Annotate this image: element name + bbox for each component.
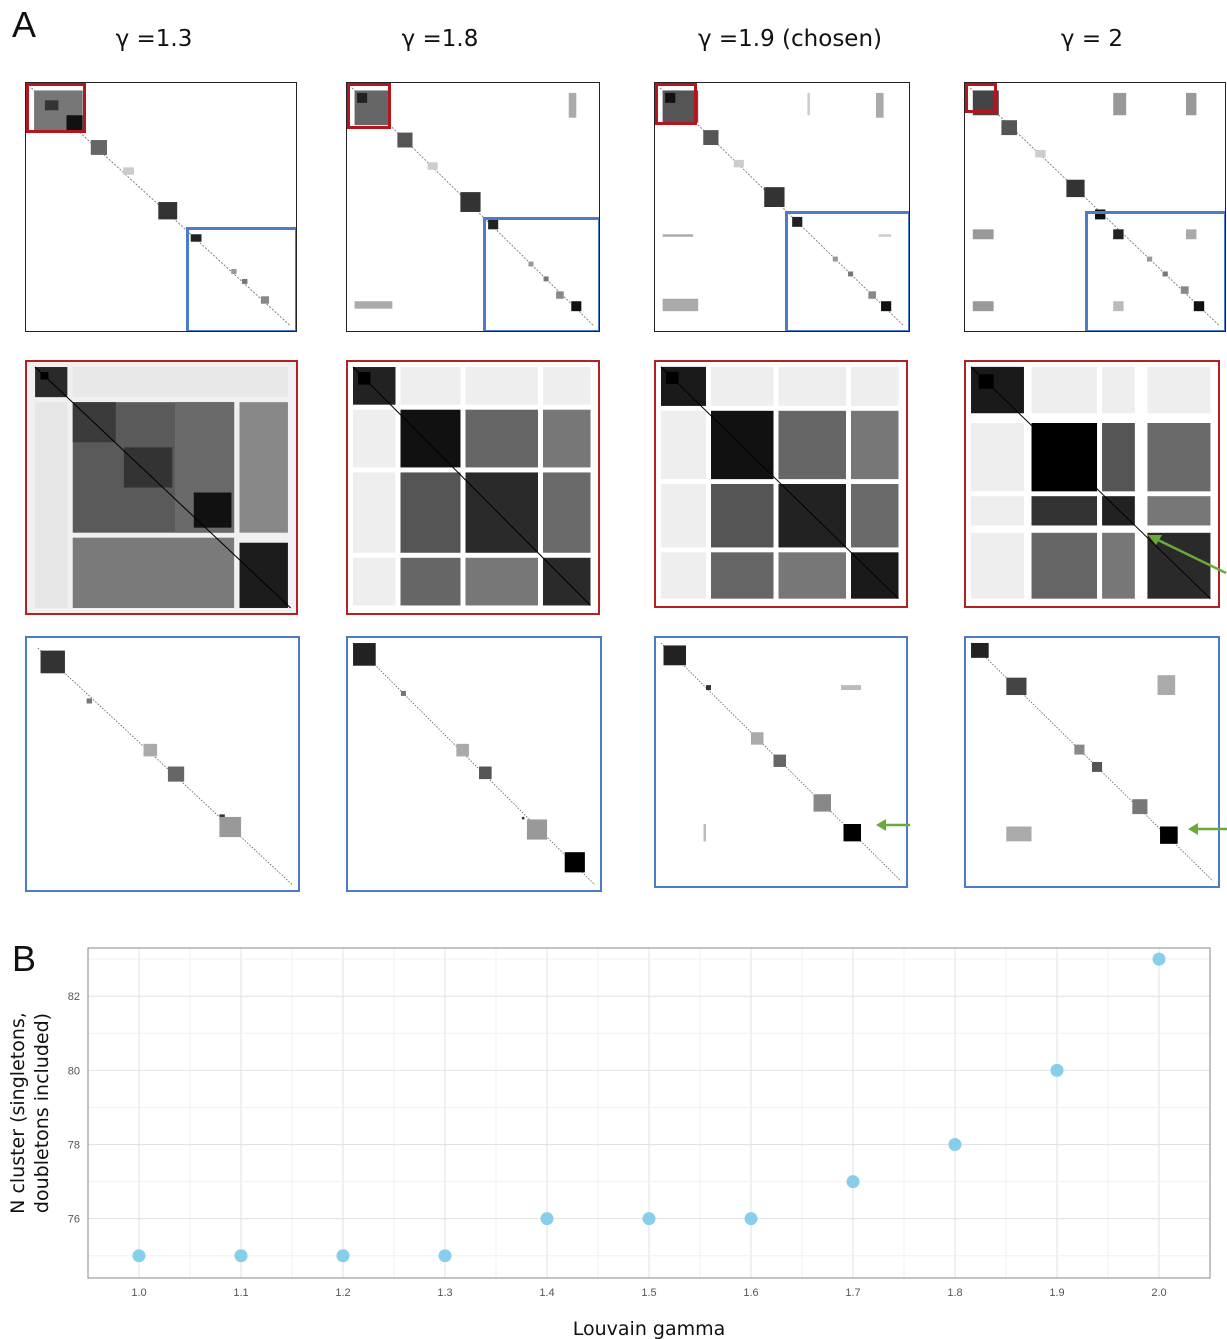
red-zoom-region	[965, 83, 997, 113]
x-tick-label: 1.7	[845, 1287, 860, 1299]
heatmap-image	[348, 638, 600, 890]
red-zoom-matrix-gamma-1-9	[654, 360, 908, 608]
data-point	[847, 1175, 860, 1188]
red-zoom-matrix-gamma-1-3	[25, 360, 298, 615]
green-arrow-icon	[1140, 525, 1227, 585]
blue-zoom-matrix-gamma-1-3	[25, 636, 300, 892]
column-title-gamma-1-3: γ =1.3	[4, 26, 304, 52]
x-tick-labels: 1.0 1.1 1.2 1.3 1.4 1.5 1.6 1.7 1.8 1.9 2.0	[131, 1287, 1166, 1299]
blue-zoom-region	[785, 211, 910, 332]
red-zoom-matrix-gamma-1-8	[346, 360, 600, 615]
red-zoom-region	[347, 83, 391, 129]
data-point	[643, 1212, 656, 1225]
data-point	[541, 1212, 554, 1225]
data-point	[439, 1249, 452, 1262]
overview-matrix-gamma-1-3	[25, 82, 297, 332]
heatmap-image	[656, 638, 906, 886]
x-tick-label: 1.3	[437, 1287, 452, 1299]
blue-zoom-region	[186, 227, 297, 332]
y-axis-title-line-1: N cluster (singletons,	[7, 1012, 29, 1214]
blue-zoom-matrix-gamma-1-9	[654, 636, 908, 888]
data-point	[235, 1249, 248, 1262]
x-tick-label: 1.8	[947, 1287, 962, 1299]
blue-zoom-region	[483, 217, 600, 332]
x-tick-label: 2.0	[1151, 1287, 1166, 1299]
y-tick-label: 82	[68, 991, 80, 1003]
blue-zoom-region	[1085, 211, 1226, 332]
heatmap-image	[966, 638, 1218, 886]
red-zoom-region	[655, 83, 697, 125]
scatter-plot: 1.0 1.1 1.2 1.3 1.4 1.5 1.6 1.7 1.8 1.9 2.0 76 78 80…	[0, 930, 1227, 1339]
heatmap-image	[27, 362, 296, 613]
heatmap-image	[656, 362, 906, 606]
red-zoom-region	[26, 83, 86, 133]
data-point	[949, 1138, 962, 1151]
grid	[88, 948, 1210, 1278]
data-point	[133, 1249, 146, 1262]
x-tick-label: 1.0	[131, 1287, 146, 1299]
column-title-gamma-2: γ = 2	[942, 26, 1227, 52]
y-tick-label: 78	[68, 1140, 80, 1152]
green-arrow-icon	[1186, 819, 1227, 839]
x-tick-label: 1.2	[335, 1287, 350, 1299]
heatmap-image	[27, 638, 298, 890]
data-point	[1153, 953, 1166, 966]
overview-matrix-gamma-1-8	[346, 82, 600, 332]
y-axis-title-line-2: doubletons included)	[31, 1013, 53, 1213]
green-arrow-icon	[874, 815, 910, 835]
data-point	[1051, 1064, 1064, 1077]
data-point	[745, 1212, 758, 1225]
blue-zoom-matrix-gamma-1-8	[346, 636, 602, 892]
x-tick-label: 1.4	[539, 1287, 554, 1299]
x-tick-label: 1.1	[233, 1287, 248, 1299]
x-tick-label: 1.6	[743, 1287, 758, 1299]
y-tick-label: 76	[68, 1214, 80, 1226]
heatmap-image	[348, 362, 598, 613]
overview-matrix-gamma-2	[964, 82, 1226, 332]
data-point	[337, 1249, 350, 1262]
overview-matrix-gamma-1-9	[654, 82, 910, 332]
blue-zoom-matrix-gamma-2	[964, 636, 1220, 888]
y-tick-labels: 76 78 80 82	[68, 991, 80, 1225]
y-tick-label: 80	[68, 1065, 80, 1077]
x-tick-label: 1.9	[1049, 1287, 1064, 1299]
column-title-gamma-1-8: γ =1.8	[290, 26, 590, 52]
x-axis-title: Louvain gamma	[573, 1318, 726, 1339]
x-tick-label: 1.5	[641, 1287, 656, 1299]
column-title-gamma-1-9: γ =1.9 (chosen)	[640, 26, 940, 52]
